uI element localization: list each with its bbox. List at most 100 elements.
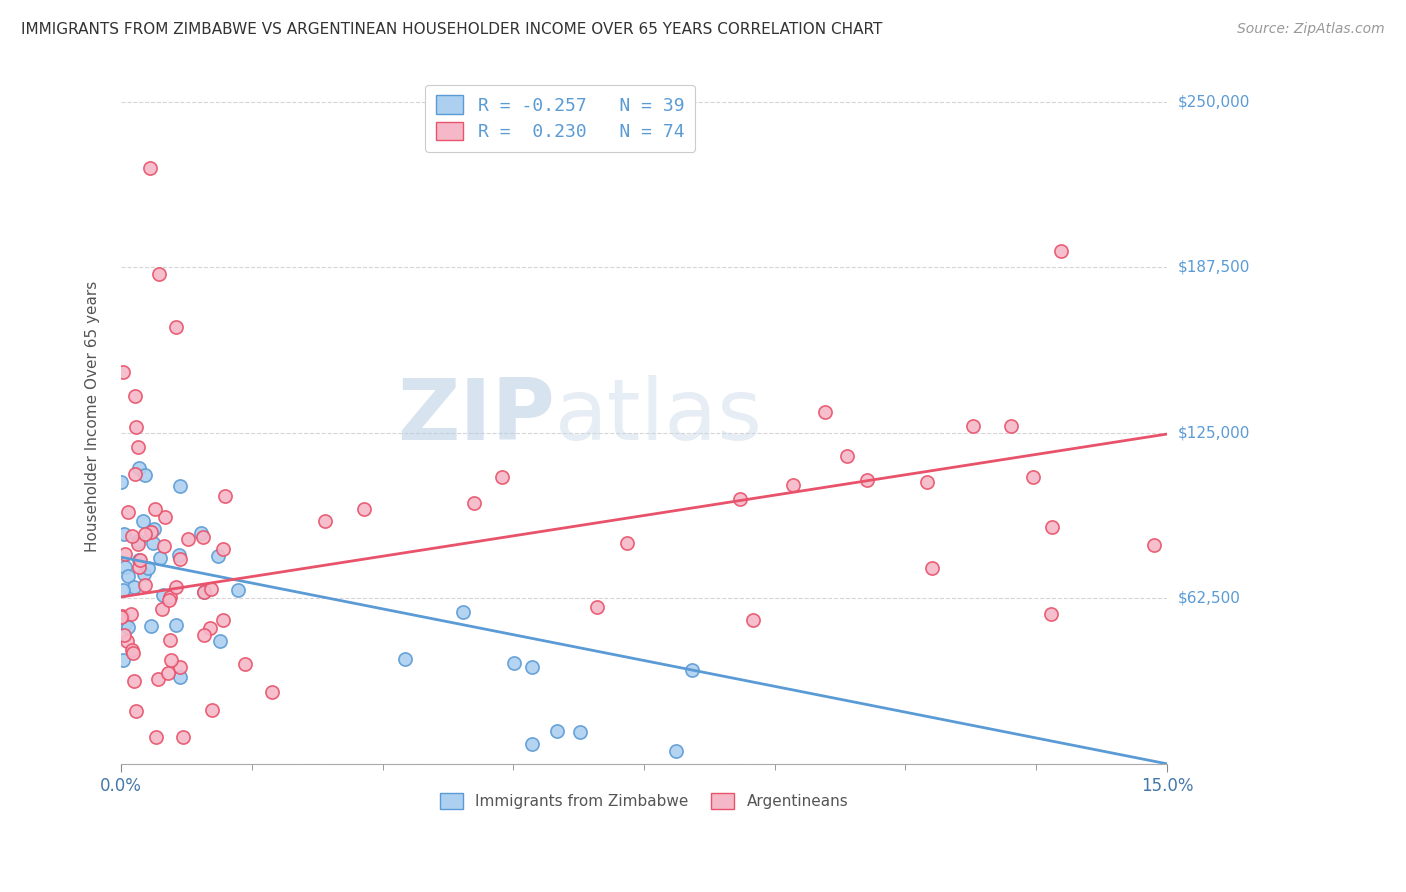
Point [159,633,181,648]
Point [134,578,156,592]
Point [124,674,146,689]
Point [200,582,222,596]
Point [855,473,877,487]
Point [169,660,191,674]
Y-axis label: Householder Income Over 65 years: Householder Income Over 65 years [86,281,100,552]
Point [520,737,543,751]
Point [169,552,191,566]
Point [125,420,148,434]
Point [159,590,181,604]
Point [121,643,143,657]
Text: $187,500: $187,500 [1178,260,1250,275]
Text: $62,500: $62,500 [1178,591,1241,606]
Point [1022,469,1045,483]
Point [111,608,134,623]
Point [152,588,174,602]
Point [110,475,132,489]
Point [122,580,145,594]
Point [117,569,139,583]
Point [124,389,146,403]
Point [353,502,375,516]
Point [112,527,135,541]
Point [124,467,146,481]
Text: $250,000: $250,000 [1178,95,1250,109]
Point [112,365,135,379]
Point [1040,520,1063,534]
Point [145,731,167,745]
Point [198,621,221,635]
Point [153,510,176,524]
Point [111,653,134,667]
Point [190,526,212,541]
Point [112,627,135,641]
Text: $125,000: $125,000 [1178,425,1250,441]
Point [128,560,150,574]
Point [172,731,194,745]
Point [1142,539,1164,553]
Point [128,460,150,475]
Point [503,657,526,671]
Point [111,583,134,598]
Point [921,561,943,575]
Point [191,531,214,545]
Point [138,161,160,175]
Point [193,584,215,599]
Point [262,684,284,698]
Point [139,619,162,633]
Point [1000,419,1022,434]
Point [491,470,513,484]
Point [665,743,688,757]
Point [1039,607,1062,622]
Point [110,610,132,624]
Point [167,548,190,562]
Point [148,267,170,281]
Point [132,515,155,529]
Point [160,652,183,666]
Point [150,602,173,616]
Text: atlas: atlas [555,375,763,458]
Point [451,605,474,619]
Point [128,553,150,567]
Point [114,547,136,561]
Point [214,489,236,503]
Point [124,704,146,718]
Point [463,496,485,510]
Legend: Immigrants from Zimbabwe, Argentineans: Immigrants from Zimbabwe, Argentineans [434,787,855,815]
Point [134,467,156,482]
Point [585,599,607,614]
Point [157,665,180,680]
Text: Source: ZipAtlas.com: Source: ZipAtlas.com [1237,22,1385,37]
Point [177,532,200,546]
Point [616,536,638,550]
Point [148,672,170,686]
Text: IMMIGRANTS FROM ZIMBABWE VS ARGENTINEAN HOUSEHOLDER INCOME OVER 65 YEARS CORRELA: IMMIGRANTS FROM ZIMBABWE VS ARGENTINEAN … [21,22,883,37]
Point [520,660,543,674]
Point [165,618,187,632]
Point [134,566,156,581]
Point [127,440,149,454]
Point [117,634,139,648]
Point [212,542,235,557]
Point [127,533,149,548]
Point [814,405,837,419]
Point [114,617,136,632]
Point [233,657,256,671]
Point [835,449,858,463]
Point [117,505,139,519]
Point [117,620,139,634]
Text: ZIP: ZIP [398,375,555,458]
Point [208,633,231,648]
Point [226,582,249,597]
Point [134,527,156,541]
Point [193,628,215,642]
Point [157,593,180,607]
Point [121,529,143,543]
Point [1049,244,1071,258]
Point [136,560,159,574]
Point [141,525,163,540]
Point [212,613,235,627]
Point [201,703,224,717]
Point [207,549,229,563]
Point [915,475,938,490]
Point [569,725,592,739]
